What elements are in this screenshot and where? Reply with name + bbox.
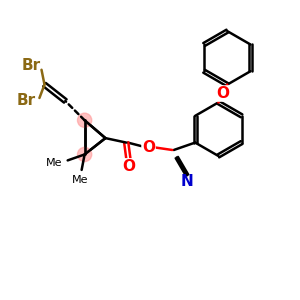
Text: Br: Br: [22, 58, 41, 73]
Text: O: O: [216, 86, 229, 101]
Text: N: N: [181, 174, 194, 189]
Text: Me: Me: [46, 158, 62, 168]
Circle shape: [77, 147, 92, 162]
Text: O: O: [142, 140, 155, 154]
Text: Me: Me: [72, 175, 88, 185]
Text: Br: Br: [17, 94, 36, 109]
Circle shape: [77, 113, 92, 127]
Text: O: O: [123, 159, 136, 174]
